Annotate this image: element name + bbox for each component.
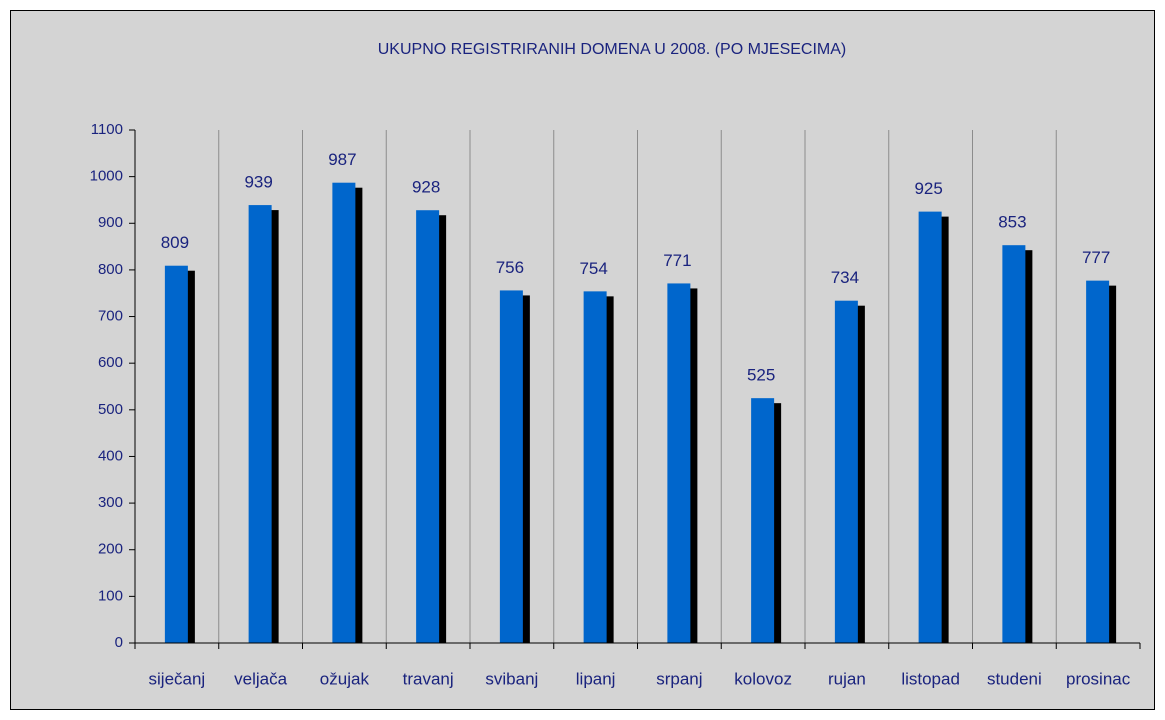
x-tick-label: rujan <box>828 669 866 688</box>
x-tick-label: siječanj <box>149 669 206 688</box>
x-tick-label: travanj <box>403 669 454 688</box>
y-tick-label: 100 <box>98 587 123 604</box>
y-tick-label: 1100 <box>91 121 123 138</box>
bar <box>416 210 440 643</box>
x-tick-label: kolovoz <box>734 669 792 688</box>
x-tick-label: studeni <box>987 669 1042 688</box>
value-label: 777 <box>1082 248 1110 267</box>
y-tick-label: 700 <box>98 308 123 325</box>
chart-frame <box>10 10 1155 710</box>
bar <box>751 398 775 643</box>
x-tick-label: ožujak <box>320 669 370 688</box>
value-label: 925 <box>914 179 942 198</box>
bar <box>1086 280 1110 643</box>
bar <box>667 283 691 643</box>
value-label: 525 <box>747 366 775 385</box>
value-label: 756 <box>496 258 524 277</box>
y-tick-label: 600 <box>98 354 123 371</box>
value-label: 928 <box>412 178 440 197</box>
bar <box>248 205 272 644</box>
x-tick-label: lipanj <box>576 669 616 688</box>
y-tick-label: 200 <box>98 541 123 558</box>
y-tick-label: 1000 <box>90 168 123 185</box>
y-tick-label: 500 <box>98 401 123 418</box>
value-label: 809 <box>161 233 189 252</box>
value-label: 771 <box>663 251 691 270</box>
bar <box>499 290 523 643</box>
y-tick-label: 0 <box>115 634 123 651</box>
value-label: 939 <box>244 173 272 192</box>
y-tick-label: 900 <box>98 214 123 231</box>
value-label: 734 <box>831 268 859 287</box>
bar <box>332 182 356 643</box>
x-tick-label: svibanj <box>485 669 538 688</box>
y-tick-label: 300 <box>98 494 123 511</box>
bar <box>918 211 942 643</box>
x-tick-label: listopad <box>901 669 960 688</box>
bar <box>583 291 607 643</box>
bar <box>1002 245 1026 643</box>
bar <box>164 265 188 643</box>
x-tick-label: veljača <box>234 669 287 688</box>
value-label: 754 <box>579 259 607 278</box>
x-tick-label: prosinac <box>1066 669 1131 688</box>
bar <box>834 300 858 643</box>
value-label: 987 <box>328 150 356 169</box>
y-tick-label: 400 <box>98 447 123 464</box>
y-tick-label: 800 <box>98 261 123 278</box>
value-label: 853 <box>998 213 1026 232</box>
x-tick-label: srpanj <box>656 669 702 688</box>
chart-title: UKUPNO REGISTRIRANIH DOMENA U 2008. (PO … <box>378 41 847 58</box>
